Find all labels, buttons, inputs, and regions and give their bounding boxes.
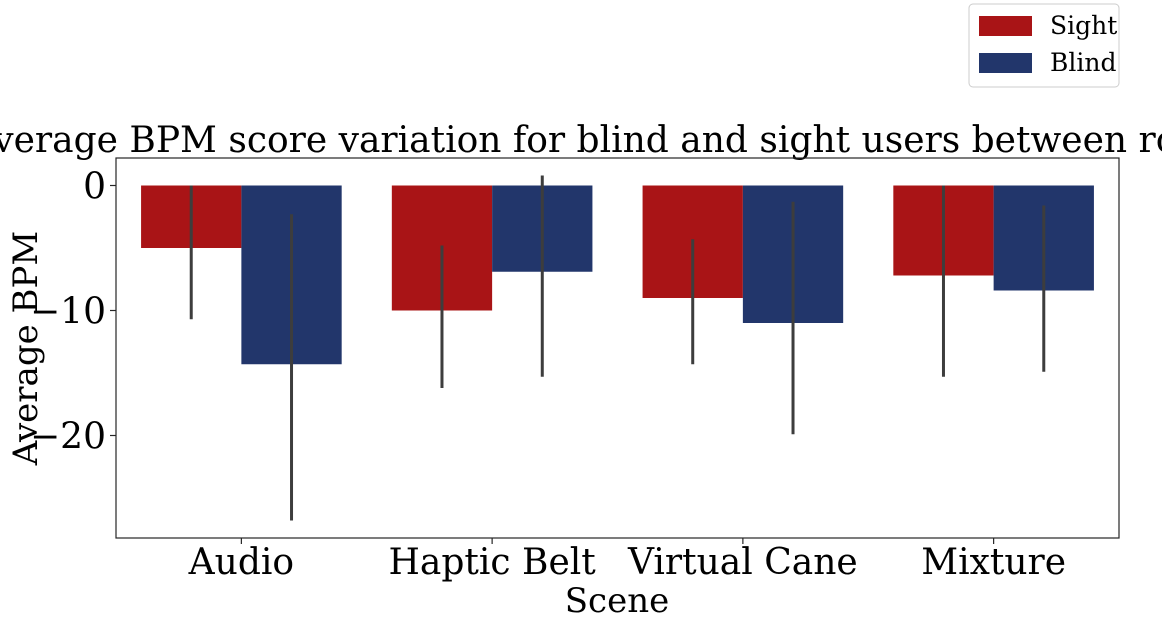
x-tick-label: Mixture — [921, 542, 1066, 583]
y-tick-label: 0 — [83, 167, 106, 208]
bars-layer — [141, 185, 1094, 365]
y-axis-label: Average BPM — [6, 231, 46, 466]
x-tick-label: Virtual Cane — [627, 542, 858, 583]
legend-label-blind: Blind — [1050, 48, 1116, 77]
y-axis: 0 −10 −20 — [30, 167, 116, 458]
legend-label-sight: Sight — [1050, 11, 1117, 40]
x-tick-label: Haptic Belt — [389, 542, 597, 583]
legend-swatch-blind — [979, 53, 1032, 73]
x-axis: Audio Haptic Belt Virtual Cane Mixture — [188, 538, 1066, 583]
plot-area-frame — [115, 157, 1120, 539]
y-tick-label: −20 — [30, 417, 106, 458]
legend-swatch-sight — [979, 16, 1032, 36]
x-tick-label: Audio — [188, 542, 294, 583]
y-tick-label: −10 — [30, 292, 106, 333]
x-axis-label: Scene — [565, 581, 669, 621]
legend: Sight Blind — [968, 3, 1120, 88]
chart-title: Average BPM score variation for blind an… — [0, 120, 1162, 161]
error-bars-layer — [189, 175, 1046, 521]
